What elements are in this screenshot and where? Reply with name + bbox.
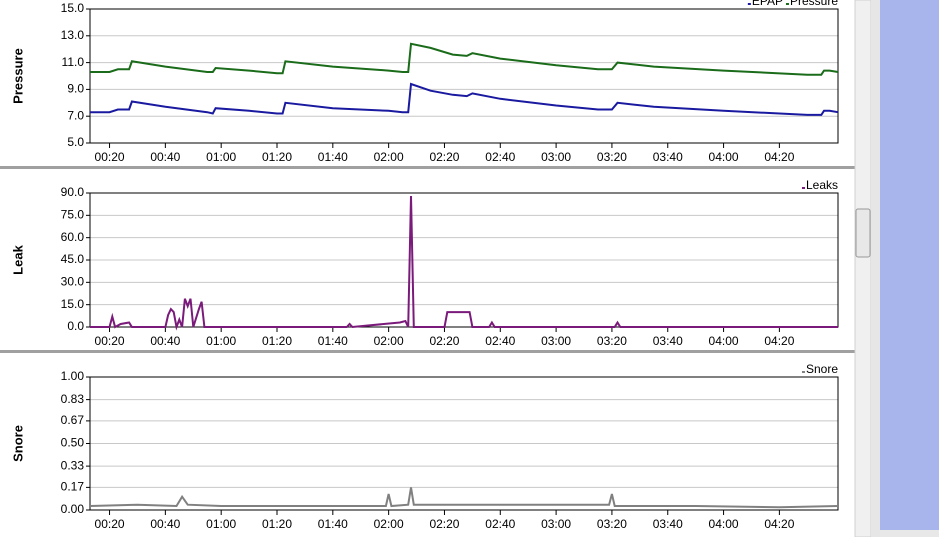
plot-frame	[89, 8, 839, 144]
x-tick-label: 03:40	[653, 517, 683, 531]
separator	[0, 166, 855, 169]
x-tick-label: 03:40	[653, 150, 683, 164]
x-tick-label: 04:20	[764, 334, 794, 348]
x-tick-label: 00:20	[95, 334, 125, 348]
x-tick-label: 03:00	[541, 150, 571, 164]
side-panel	[880, 0, 939, 530]
x-tick-label: 01:40	[318, 150, 348, 164]
y-tick-label: 60.0	[61, 230, 85, 244]
y-tick-label: 9.0	[67, 82, 84, 96]
series-line	[89, 487, 839, 509]
x-tick-label: 01:40	[318, 517, 348, 531]
y-tick-label: 0.0	[67, 319, 84, 333]
y-tick-label: 7.0	[67, 108, 84, 122]
x-tick-label: 01:00	[206, 150, 236, 164]
x-tick-label: 04:00	[709, 150, 739, 164]
y-tick-label: 45.0	[61, 252, 85, 266]
x-tick-label: 02:00	[374, 517, 404, 531]
x-tick-label: 03:20	[597, 150, 627, 164]
x-tick-label: 03:00	[541, 517, 571, 531]
legend-label: Snore	[806, 362, 838, 376]
x-tick-label: 03:20	[597, 517, 627, 531]
separator	[0, 350, 855, 353]
divider	[871, 0, 880, 537]
scroll-thumb[interactable]	[855, 208, 871, 258]
x-tick-label: 04:00	[709, 517, 739, 531]
y-tick-label: 30.0	[61, 275, 85, 289]
x-tick-label: 04:20	[764, 150, 794, 164]
x-tick-label: 02:00	[374, 150, 404, 164]
x-tick-label: 03:00	[541, 334, 571, 348]
x-tick-label: 01:20	[262, 334, 292, 348]
plot-frame	[89, 192, 839, 328]
x-tick-label: 01:20	[262, 517, 292, 531]
x-tick-label: 02:40	[485, 517, 515, 531]
y-tick-label: 1.00	[61, 369, 85, 383]
series-line	[90, 82, 839, 116]
legend-label: Leaks	[806, 178, 838, 192]
x-tick-label: 03:40	[653, 334, 683, 348]
y-tick-label: 0.17	[61, 480, 85, 494]
x-tick-label: 04:20	[764, 517, 794, 531]
y-tick-label: 11.0	[62, 55, 85, 69]
y-tick-label: 0.50	[61, 436, 85, 450]
y-tick-label: 15.0	[61, 1, 85, 15]
x-tick-label: 00:20	[95, 517, 125, 531]
y-tick-label: 13.0	[61, 28, 85, 42]
x-tick-label: 02:20	[429, 334, 459, 348]
axis-title: Leak	[10, 244, 25, 274]
x-tick-label: 00:40	[150, 150, 180, 164]
axis-title: Snore	[10, 425, 25, 462]
y-tick-label: 15.0	[61, 297, 85, 311]
x-tick-label: 02:00	[374, 334, 404, 348]
y-tick-label: 75.0	[61, 208, 85, 222]
plot-area	[89, 8, 839, 144]
x-tick-label: 01:00	[206, 334, 236, 348]
legend-label: EPAP	[752, 0, 783, 8]
plot-frame	[89, 376, 839, 511]
scrollbar[interactable]	[854, 0, 872, 537]
x-tick-label: 01:20	[262, 150, 292, 164]
side-panel-footer	[880, 530, 939, 537]
y-tick-label: 0.83	[61, 392, 85, 406]
y-tick-label: 90.0	[61, 185, 85, 199]
x-tick-label: 00:20	[95, 150, 125, 164]
x-tick-label: 00:40	[150, 517, 180, 531]
y-tick-label: 0.67	[61, 413, 85, 427]
x-tick-label: 04:00	[709, 334, 739, 348]
x-tick-label: 01:00	[206, 517, 236, 531]
x-tick-label: 01:40	[318, 334, 348, 348]
x-tick-label: 02:40	[485, 334, 515, 348]
y-tick-label: 0.33	[61, 458, 85, 472]
legend-label: Pressure	[790, 0, 838, 8]
x-tick-label: 02:20	[429, 150, 459, 164]
series-line	[90, 42, 839, 76]
axis-title: Pressure	[10, 48, 25, 104]
x-tick-label: 00:40	[150, 334, 180, 348]
x-tick-label: 02:40	[485, 150, 515, 164]
x-tick-label: 03:20	[597, 334, 627, 348]
x-tick-label: 02:20	[429, 517, 459, 531]
y-tick-label: 0.00	[61, 502, 85, 516]
series-line	[90, 195, 838, 331]
y-tick-label: 5.0	[67, 135, 84, 149]
